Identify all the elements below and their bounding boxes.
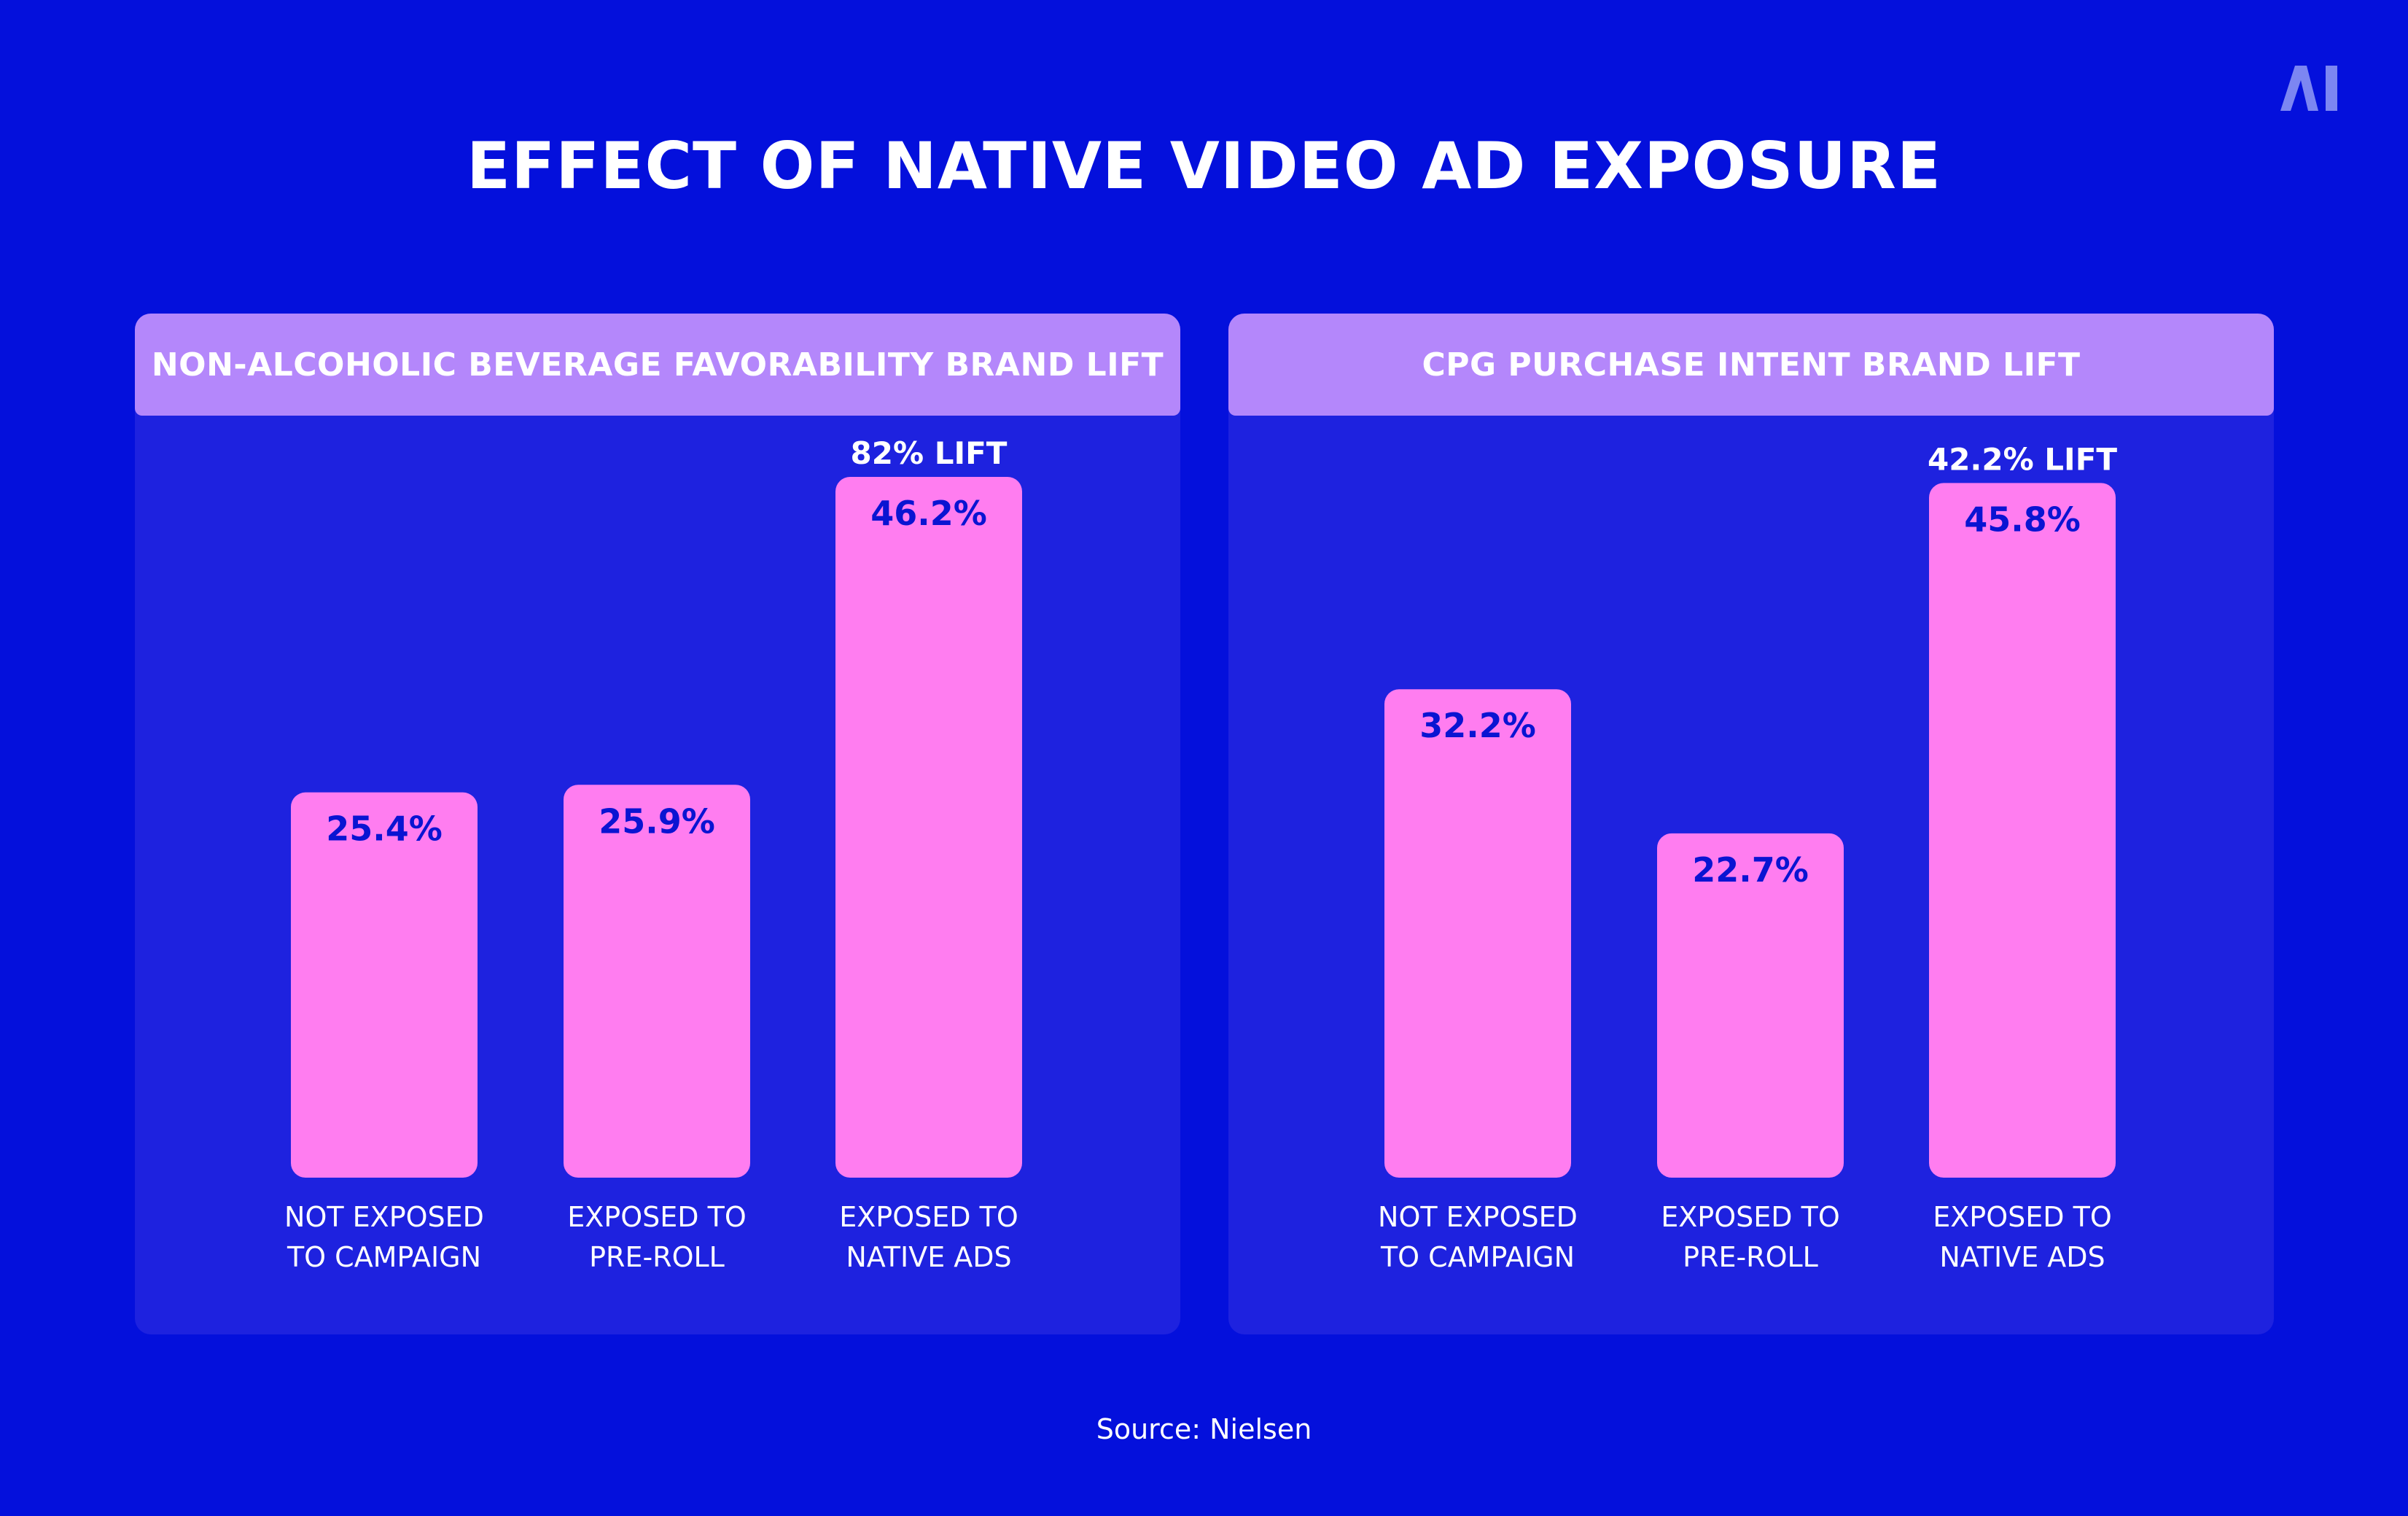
lift-annotation: 42.2% LIFT: [1928, 441, 2117, 477]
category-label-line-1: EXPOSED TO: [567, 1201, 746, 1233]
category-label-line-1: EXPOSED TO: [839, 1201, 1018, 1233]
favorability-bar-chart: 25.4% NOT EXPOSED TO CAMPAIGN 25.9% EXPOSED …: [284, 435, 1022, 1273]
category-label-line-1: NOT EXPOSED: [1378, 1201, 1578, 1233]
category-label-line-2: NATIVE ADS: [1939, 1241, 2105, 1273]
category-label-line-1: EXPOSED TO: [1933, 1201, 2111, 1233]
bar-3: [1929, 483, 2116, 1178]
category-label-line-2: PRE-ROLL: [589, 1241, 725, 1273]
bar-value-label: 25.4%: [326, 809, 443, 849]
bar-2: [1657, 833, 1844, 1178]
bar-value-label: 25.9%: [599, 801, 715, 841]
chart-title: NON-ALCOHOLIC BEVERAGE FAVORABILITY BRAN…: [135, 314, 1180, 416]
chart-panel-purchase-intent: 32.2% NOT EXPOSED TO CAMPAIGN 22.7% EXPOSED …: [1228, 314, 2274, 1334]
bar-value-label: 46.2%: [870, 494, 987, 533]
bar-value-label: 45.8%: [1964, 499, 2081, 539]
page-title: EFFECT OF NATIVE VIDEO AD EXPOSURE: [466, 128, 1942, 203]
bar-1: [1384, 689, 1571, 1178]
chart-title: CPG PURCHASE INTENT BRAND LIFT: [1228, 314, 2274, 416]
category-label-line-1: EXPOSED TO: [1661, 1201, 1839, 1233]
source-note: Source: Nielsen: [1096, 1413, 1312, 1445]
bar-3: [835, 477, 1022, 1178]
category-label-line-2: TO CAMPAIGN: [1380, 1241, 1575, 1273]
bar-1: [291, 792, 478, 1178]
bar-2: [564, 785, 750, 1178]
brand-logo: [2280, 66, 2346, 111]
category-label-line-2: TO CAMPAIGN: [287, 1241, 481, 1273]
lift-annotation: 82% LIFT: [851, 435, 1008, 471]
category-label-line-2: NATIVE ADS: [846, 1241, 1011, 1273]
bar-value-label: 32.2%: [1419, 706, 1536, 745]
bar-value-label: 22.7%: [1692, 850, 1809, 890]
category-label-line-1: NOT EXPOSED: [284, 1201, 484, 1233]
category-label-line-2: PRE-ROLL: [1683, 1241, 1818, 1273]
chart-panel-favorability: 25.4% NOT EXPOSED TO CAMPAIGN 25.9% EXPOSED …: [135, 314, 1180, 1334]
purchase-intent-bar-chart: 32.2% NOT EXPOSED TO CAMPAIGN 22.7% EXPOSED …: [1378, 441, 2117, 1273]
brand-logo-graphic: [2280, 66, 2337, 111]
